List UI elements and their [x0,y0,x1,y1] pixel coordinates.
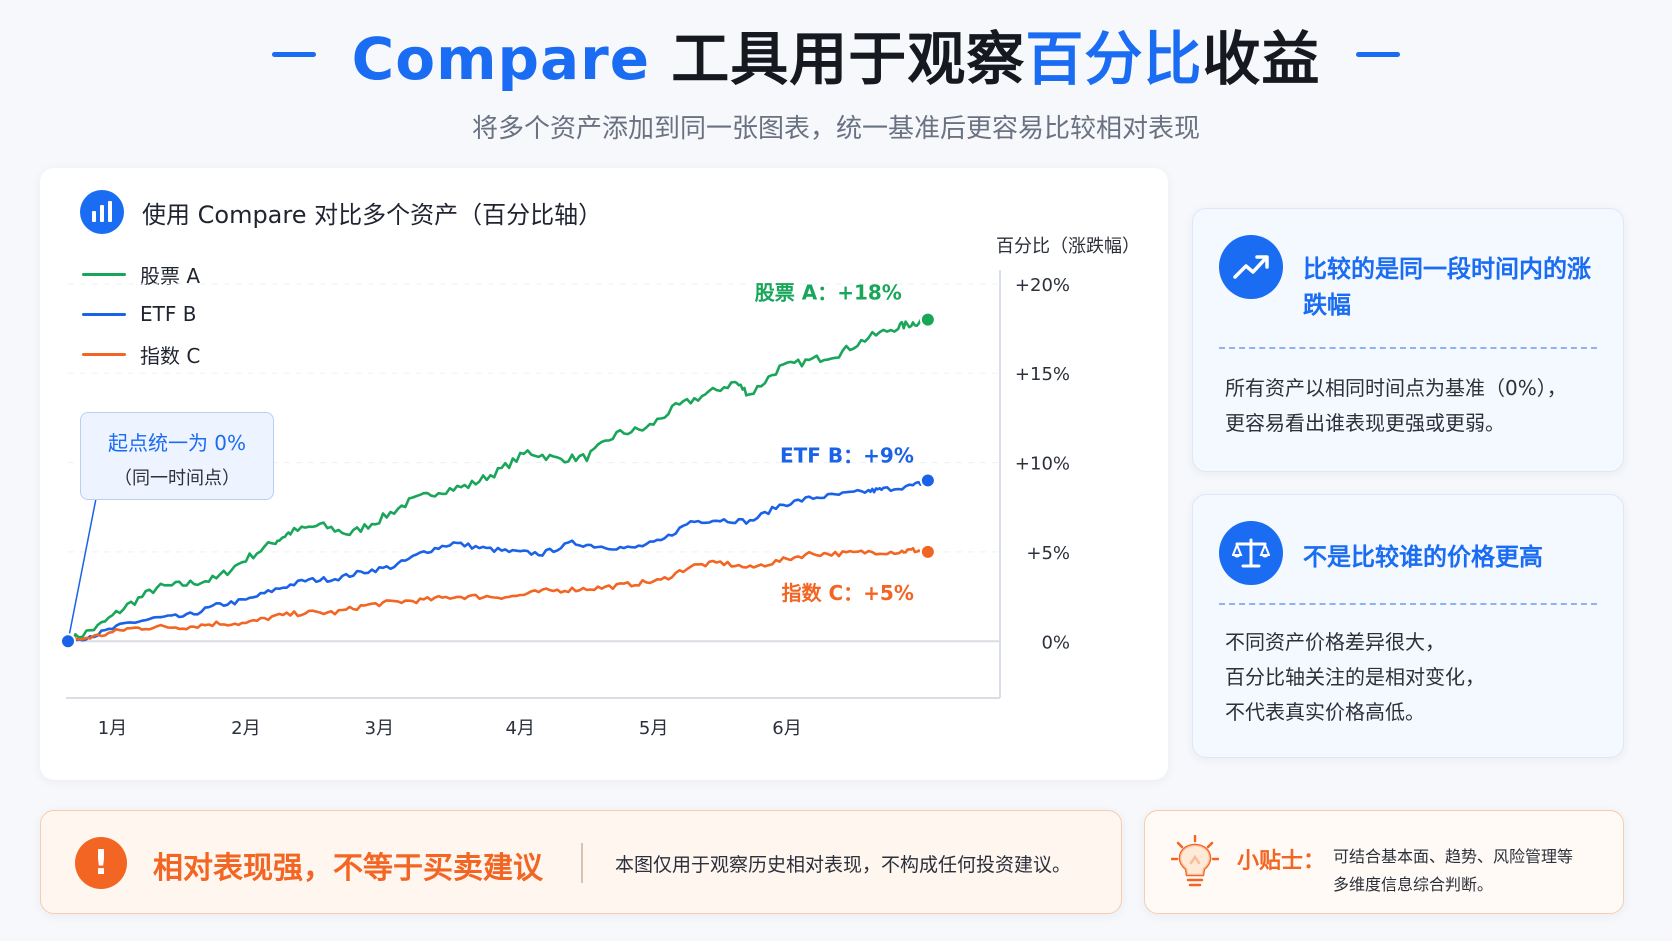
info-card-line: 百分比轴关注的是相对变化， [1225,665,1485,689]
legend-swatch-b [82,312,126,316]
series-end-label-3: 指数 C：+5% [782,581,914,605]
info-card-line: 更容易看出谁表现更强或更弱。 [1225,411,1505,435]
y-tick-label: +5% [1026,543,1070,564]
tip-body: 可结合基本面、趋势、风险管理等 多维度信息综合判断。 [1333,843,1573,899]
legend-label-b: ETF B [140,302,197,326]
page-subtitle: 将多个资产添加到同一张图表，统一基准后更容易比较相对表现 [471,114,1200,144]
warning-banner: ! 相对表现强，不等于买卖建议 本图仅用于观察历史相对表现，不构成任何投资建议。 [40,810,1122,914]
y-tick-label: 0% [1041,632,1070,653]
chart-header: 使用 Compare 对比多个资产（百分比轴） [80,190,602,234]
chart-title: 使用 Compare 对比多个资产（百分比轴） [142,200,603,229]
title-row: Compare 工具用于观察百分比收益 [0,14,1672,94]
x-tick-label: 1月 [98,718,127,739]
info-card-body: 不同资产价格差异很大， 百分比轴关注的是相对变化， 不代表真实价格高低。 [1225,625,1605,730]
series-end-label-2: ETF B：+9% [780,443,914,467]
title-dash-right [1356,51,1401,57]
chart-legend: 股票 A ETF B 指数 C [82,254,200,374]
info-card-title: 比较的是同一段时间内的涨跌幅 [1303,255,1591,319]
dashed-divider [1219,603,1597,605]
title-dash-left [271,51,316,57]
x-tick-label: 5月 [639,718,668,739]
info-card-body: 所有资产以相同时间点为基准（0%）， 更容易看出谁表现更强或更弱。 [1225,371,1605,441]
warning-body: 本图仅用于观察历史相对表现，不构成任何投资建议。 [615,854,1072,876]
x-tick-label: 3月 [365,718,394,739]
info-card-relative-change: 比较的是同一段时间内的涨跌幅 所有资产以相同时间点为基准（0%）， 更容易看出谁… [1192,208,1624,472]
legend-swatch-c [82,352,126,356]
info-card-line: 所有资产以相同时间点为基准（0%）， [1225,376,1567,400]
tip-line: 多维度信息综合判断。 [1333,875,1494,894]
series-line-1 [66,314,930,645]
line-chart: +20% +15% +10% +5% 0% 1月 2月 3月 4月 5月 6月 股票 A：+18% ET… [60,270,1070,739]
info-card-line: 不代表真实价格高低。 [1225,700,1425,724]
legend-swatch-a [82,272,126,276]
y-tick-label: +10% [1015,454,1070,475]
series-end-point-1 [919,311,936,328]
info-card-title: 不是比较谁的价格更高 [1303,543,1543,571]
start-callout: 起点统一为 0% （同一时间点） [80,412,274,500]
tip-card: 小贴士： 可结合基本面、趋势、风险管理等 多维度信息综合判断。 [1144,810,1624,914]
series-end-point-2 [919,472,936,489]
exclamation-icon: ! [75,837,127,889]
legend-label-c: 指数 C [140,343,201,368]
x-tick-label: 6月 [772,718,801,739]
balance-scale-icon [1219,521,1283,585]
lightbulb-icon [1170,834,1220,889]
legend-item-c: 指数 C [82,334,200,374]
x-tick-label: 4月 [505,718,534,739]
legend-item-b: ETF B [82,294,200,334]
dashed-divider [1219,347,1597,349]
chart-card: 使用 Compare 对比多个资产（百分比轴） 百分比（涨跌幅） 股票 A ET… [40,168,1168,780]
y-tick-label: +20% [1015,275,1070,296]
tip-label: 小贴士： [1237,849,1326,874]
warning-title: 相对表现强，不等于买卖建议 [153,851,543,886]
tip-line: 可结合基本面、趋势、风险管理等 [1333,847,1574,866]
info-card-not-price: 不是比较谁的价格更高 不同资产价格差异很大， 百分比轴关注的是相对变化， 不代表… [1192,494,1624,758]
callout-main-text: 起点统一为 0% [107,431,247,455]
y-tick-label: +15% [1015,364,1070,385]
series-line-2 [66,479,930,644]
bar-chart-icon [80,190,124,234]
page-title: Compare 工具用于观察百分比收益 [351,25,1321,93]
series-line-3 [66,547,930,643]
trend-up-icon [1219,235,1283,299]
x-tick-label: 2月 [231,718,260,739]
series-end-point-3 [919,543,936,560]
callout-sub-text: （同一时间点） [114,468,240,489]
info-card-line: 不同资产价格差异很大， [1225,630,1445,654]
start-point [60,633,76,650]
warning-separator [581,843,583,883]
series-end-label-1: 股票 A：+18% [755,281,902,305]
y-axis-label: 百分比（涨跌幅） [996,236,1140,257]
